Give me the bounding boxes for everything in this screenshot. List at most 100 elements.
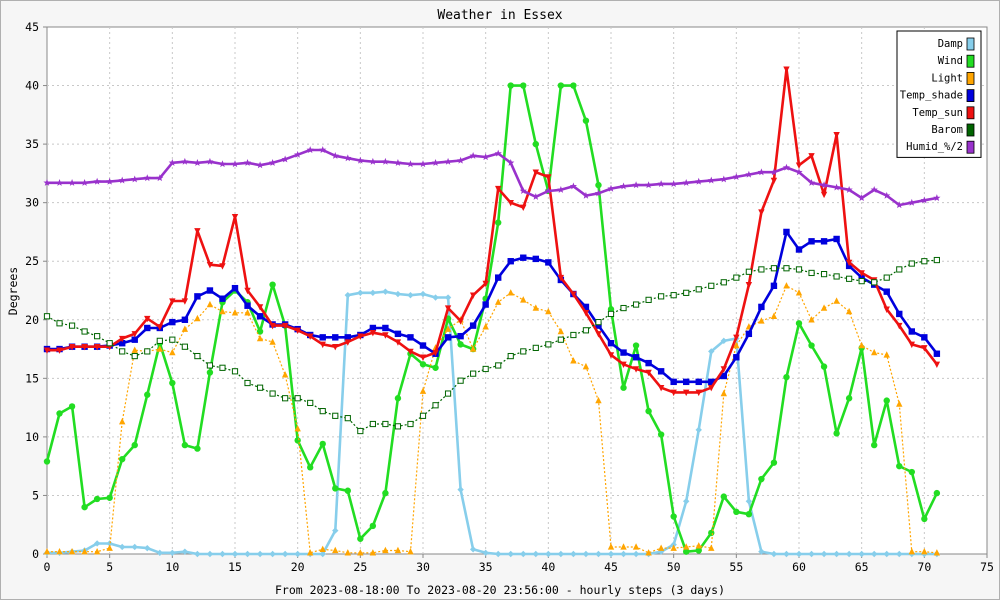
- data-point: [219, 307, 226, 315]
- legend-swatch: [966, 37, 975, 51]
- data-point: [457, 377, 464, 384]
- series-damp: [43, 288, 941, 558]
- data-point: [870, 185, 878, 193]
- gridlines: [47, 27, 987, 554]
- data-point: [770, 177, 778, 185]
- data-point: [482, 549, 489, 557]
- y-tick-label: 40: [25, 79, 39, 93]
- data-point: [344, 291, 351, 299]
- data-point: [394, 423, 402, 430]
- data-point: [269, 550, 276, 558]
- data-point: [106, 544, 113, 551]
- data-point: [883, 288, 890, 295]
- data-point: [520, 204, 527, 212]
- data-point: [708, 348, 715, 355]
- data-point: [582, 191, 590, 199]
- x-tick-label: 25: [353, 560, 367, 574]
- data-point: [68, 547, 76, 555]
- data-point: [795, 320, 803, 327]
- data-point: [670, 513, 677, 520]
- data-point: [795, 246, 803, 253]
- data-point: [620, 349, 627, 356]
- data-point: [307, 399, 314, 407]
- data-point: [332, 485, 339, 492]
- data-point: [908, 468, 915, 476]
- data-point: [507, 550, 514, 558]
- x-tick-label: 0: [44, 560, 51, 574]
- data-point: [783, 66, 790, 73]
- data-point: [294, 327, 301, 335]
- series-light: [43, 282, 941, 556]
- data-point: [921, 547, 928, 555]
- data-point: [131, 336, 138, 343]
- data-point: [720, 372, 727, 380]
- data-point: [745, 498, 753, 505]
- data-point: [557, 550, 565, 558]
- data-point: [356, 156, 364, 164]
- data-point: [218, 160, 227, 168]
- legend-label: Damp: [938, 38, 963, 50]
- data-point: [632, 550, 640, 558]
- data-point: [708, 385, 715, 392]
- data-point: [807, 178, 816, 186]
- data-point: [720, 493, 727, 500]
- data-point: [921, 515, 928, 523]
- data-point: [758, 266, 765, 273]
- data-point: [833, 273, 840, 280]
- data-point: [745, 170, 753, 178]
- data-point: [782, 163, 791, 171]
- data-point: [858, 278, 865, 285]
- data-point: [68, 344, 76, 351]
- data-point: [632, 301, 640, 308]
- data-point: [670, 292, 677, 299]
- legend-swatch: [966, 123, 975, 137]
- data-point: [883, 306, 890, 313]
- data-point: [670, 544, 677, 551]
- data-point: [169, 318, 176, 326]
- y-tick-label: 20: [25, 313, 39, 327]
- data-point: [896, 400, 903, 407]
- y-tick-label: 25: [25, 254, 39, 268]
- data-point: [482, 323, 489, 330]
- data-point: [532, 140, 539, 148]
- data-point: [707, 176, 715, 184]
- data-point: [469, 546, 477, 553]
- data-point: [582, 327, 590, 334]
- legend-label: Light: [931, 72, 963, 84]
- data-point: [657, 548, 665, 555]
- data-point: [307, 333, 314, 340]
- data-point: [733, 341, 740, 349]
- data-point: [695, 542, 702, 549]
- data-point: [206, 262, 214, 269]
- data-point: [545, 174, 552, 181]
- data-point: [169, 348, 176, 356]
- data-point: [670, 180, 678, 187]
- data-point: [683, 498, 690, 505]
- data-point: [757, 168, 766, 176]
- x-tick-label: 65: [855, 560, 869, 574]
- data-point: [620, 384, 627, 391]
- data-point: [231, 550, 239, 558]
- y-tick-label: 30: [25, 196, 39, 210]
- data-point: [206, 157, 214, 165]
- data-point: [532, 193, 540, 200]
- data-point: [181, 548, 189, 555]
- data-point: [56, 347, 63, 354]
- data-point: [908, 341, 915, 349]
- data-point: [156, 174, 164, 182]
- data-point: [469, 345, 477, 352]
- data-point: [444, 325, 452, 332]
- data-point: [382, 324, 389, 332]
- data-point: [332, 527, 339, 534]
- data-point: [169, 336, 176, 343]
- data-point: [683, 389, 690, 397]
- data-point: [570, 291, 577, 298]
- data-point: [921, 334, 928, 341]
- data-point: [344, 415, 351, 422]
- data-point: [118, 176, 126, 184]
- data-point: [319, 440, 326, 448]
- data-point: [808, 550, 815, 558]
- data-point: [457, 318, 464, 325]
- data-point: [871, 550, 878, 558]
- data-point: [557, 82, 565, 89]
